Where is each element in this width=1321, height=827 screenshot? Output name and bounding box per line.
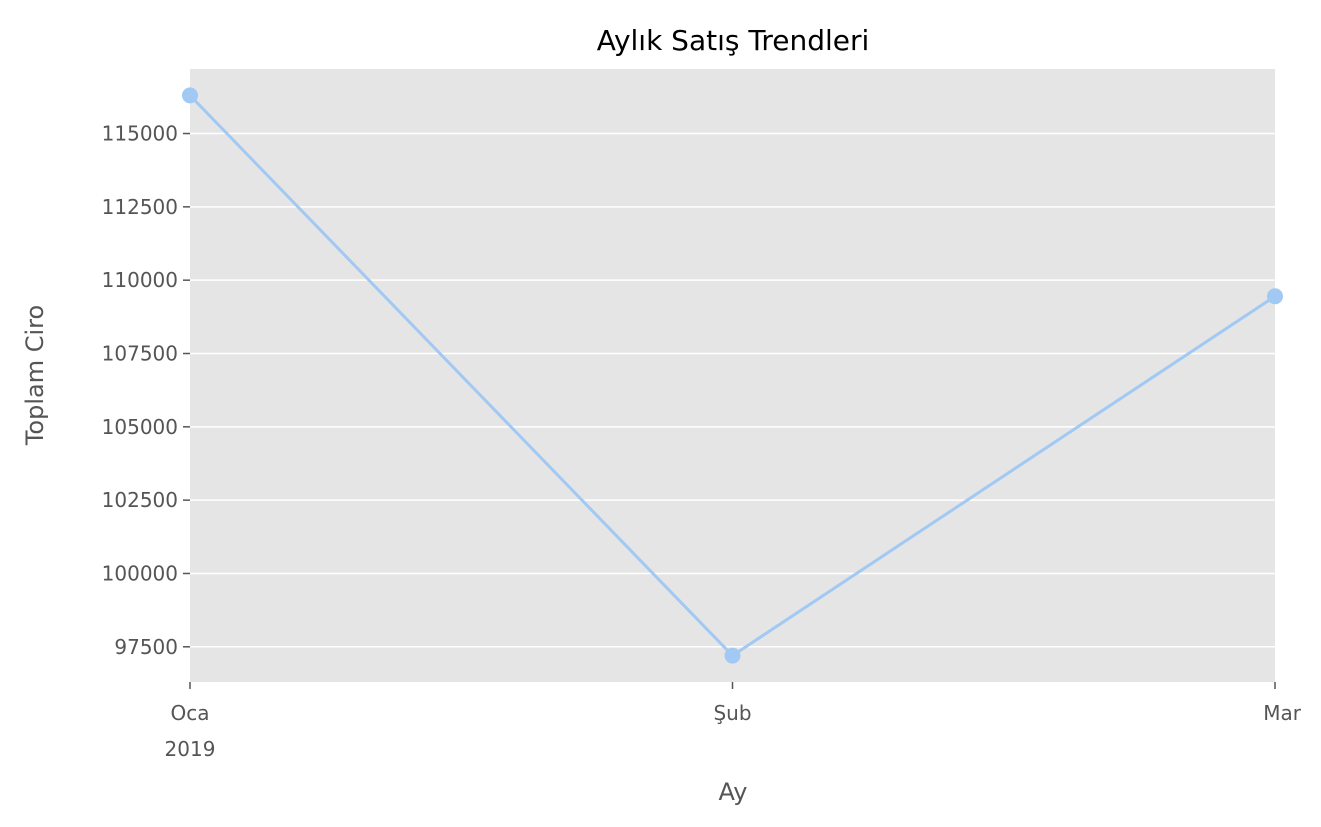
x-axis-label: Ay [719,778,748,806]
y-tick-label: 100000 [102,561,178,585]
x-axis-ticks: Oca 2019 Şub Mar [165,682,1302,761]
plot-area [190,69,1275,682]
y-tick-label: 105000 [102,415,178,439]
y-tick-label: 102500 [102,488,178,512]
chart-title: Aylık Satış Trendleri [597,24,870,57]
y-tick-label: 115000 [102,122,178,146]
y-axis-label: Toplam Ciro [21,305,49,446]
data-point [1267,288,1283,305]
y-tick-label: 107500 [102,342,178,366]
x-tick-label: Mar [1263,701,1302,725]
y-tick-label: 110000 [102,268,178,292]
y-tick-label: 97500 [114,635,178,659]
x-tick-label: Oca [171,701,210,725]
x-tick-label: Şub [713,701,751,725]
y-axis-ticks: 97500 100000 102500 105000 107500 110000 11250… [102,122,190,659]
data-point [182,87,198,104]
x-tick-label-year: 2019 [165,737,216,761]
data-point [724,647,741,664]
y-tick-label: 112500 [102,195,178,219]
series [182,87,1283,664]
